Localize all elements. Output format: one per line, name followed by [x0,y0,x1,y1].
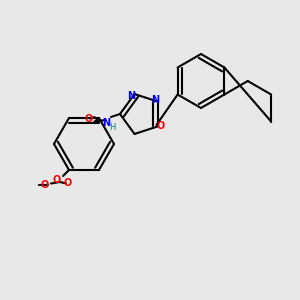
Text: N: N [151,95,159,105]
Text: N: N [102,118,111,128]
Text: O: O [84,113,93,124]
Text: H: H [109,123,116,132]
Text: N: N [128,91,136,100]
Text: O: O [63,178,72,188]
Text: O: O [41,180,49,190]
Text: O: O [53,176,61,185]
Text: O: O [157,121,165,131]
